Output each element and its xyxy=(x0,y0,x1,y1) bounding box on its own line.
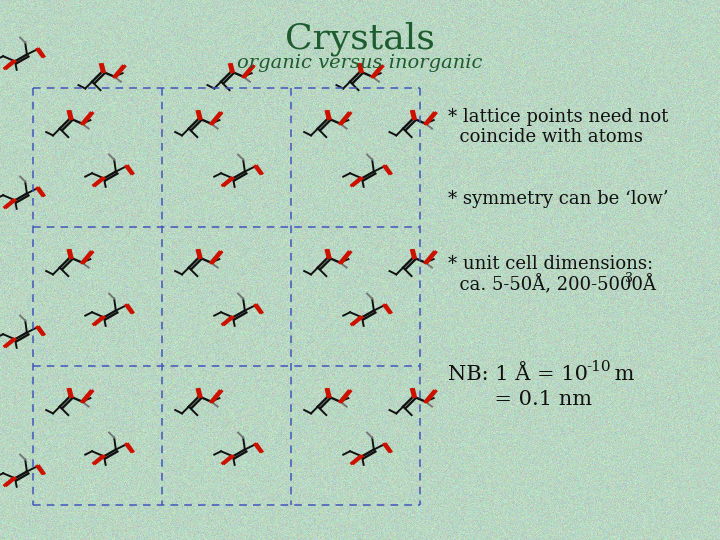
Text: = 0.1 nm: = 0.1 nm xyxy=(448,390,592,409)
Text: NB: 1 Å = 10: NB: 1 Å = 10 xyxy=(448,365,588,384)
Text: 3: 3 xyxy=(625,272,633,285)
Text: organic versus inorganic: organic versus inorganic xyxy=(238,54,482,72)
Text: -10: -10 xyxy=(586,360,611,374)
Text: Crystals: Crystals xyxy=(285,22,435,57)
Text: * symmetry can be ‘low’: * symmetry can be ‘low’ xyxy=(448,190,669,208)
Text: m: m xyxy=(608,365,634,384)
Text: * unit cell dimensions:: * unit cell dimensions: xyxy=(448,255,653,273)
Text: coincide with atoms: coincide with atoms xyxy=(448,128,643,146)
Text: ca. 5-50Å, 200-5000Å: ca. 5-50Å, 200-5000Å xyxy=(448,275,656,295)
Text: * lattice points need not: * lattice points need not xyxy=(448,108,668,126)
